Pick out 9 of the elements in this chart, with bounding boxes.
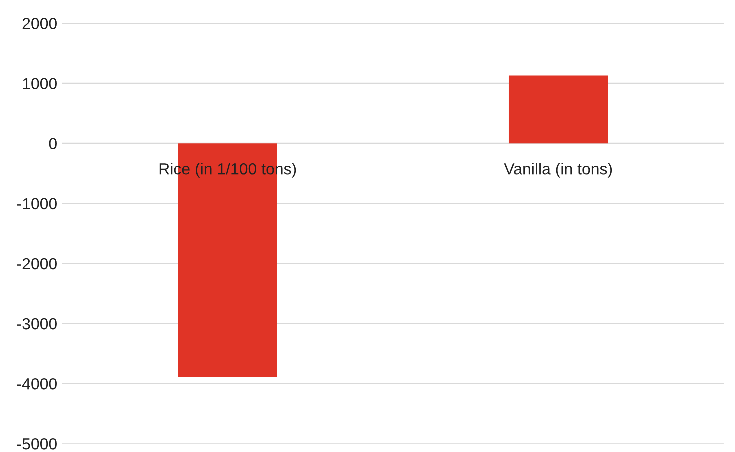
y-tick-label: 1000 [23, 78, 57, 90]
y-tick-label: 2000 [22, 18, 57, 30]
y-tick-label: -2000 [17, 258, 57, 270]
y-tick-label: -1000 [17, 198, 57, 210]
y-tick-label: 0 [49, 138, 57, 150]
y-tick-label: -3000 [17, 318, 57, 330]
x-tick-label: Vanilla (in tons) [504, 163, 612, 178]
y-tick-label: -4000 [17, 378, 57, 390]
y-tick-label: -5000 [17, 438, 57, 450]
